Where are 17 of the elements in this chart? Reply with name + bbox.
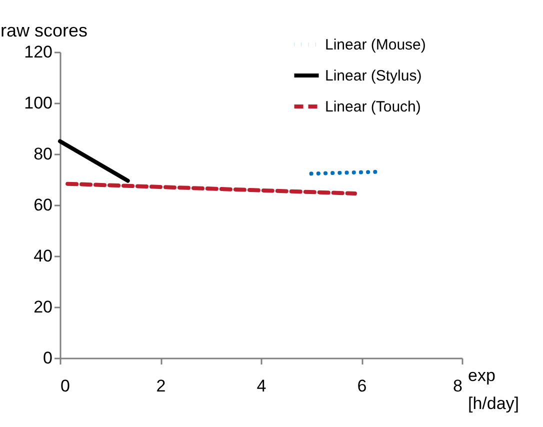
x-axis-title: exp [h/day]: [468, 366, 520, 413]
y-tick-label: 40: [34, 246, 52, 266]
y-tick-label: 100: [24, 94, 52, 112]
x-tick-label: 0: [60, 376, 70, 396]
y-axis-title: raw scores: [0, 20, 88, 40]
y-tick-label: 60: [34, 196, 52, 214]
x-tick-label: 4: [256, 376, 266, 396]
legend-label: Linear (Stylus): [325, 68, 422, 84]
y-tick-label: 20: [34, 298, 52, 316]
x-tick-label: 8: [453, 376, 462, 396]
y-tick-label: 0: [43, 348, 52, 368]
x-tick-label: 2: [156, 376, 166, 396]
y-tick-label: 120: [24, 42, 52, 62]
y-tick-label: 80: [34, 144, 52, 164]
legend-label: Linear (Touch): [325, 98, 421, 116]
x-tick-label: 6: [357, 376, 367, 396]
legend-label: Linear (Mouse): [325, 36, 426, 54]
